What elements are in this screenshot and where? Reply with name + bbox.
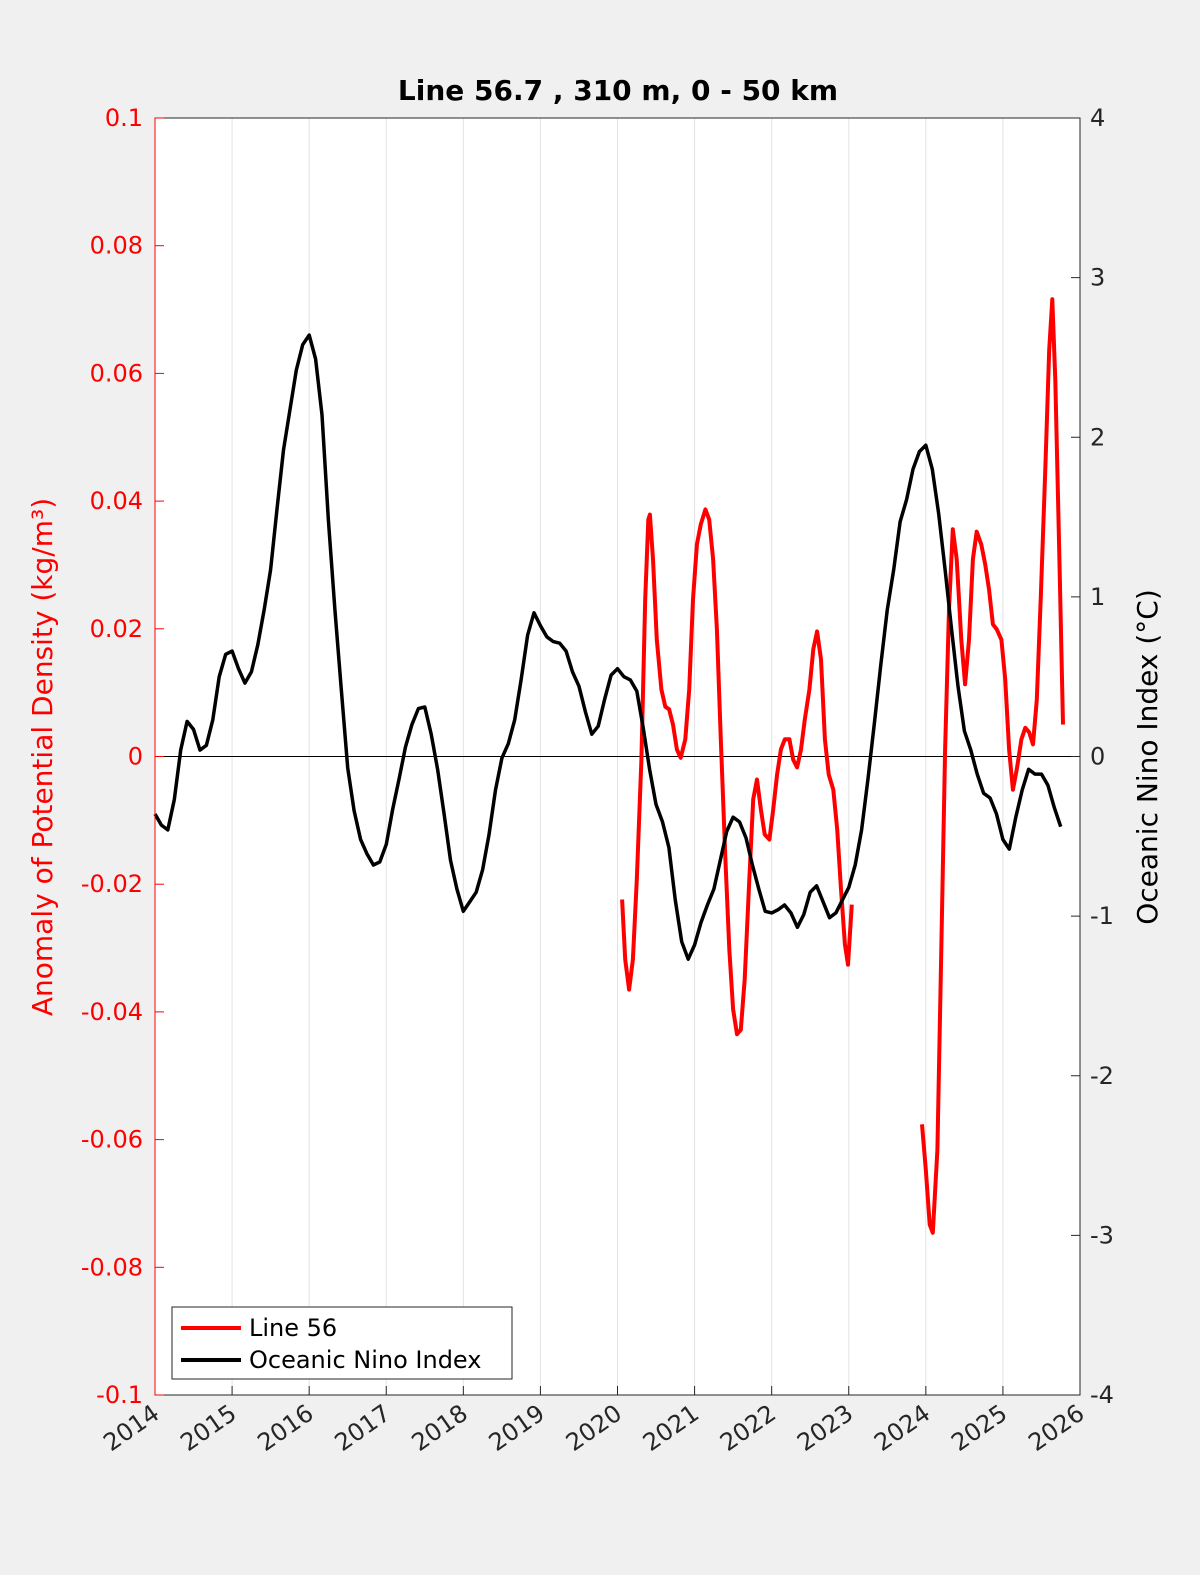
left-y-tick-label: -0.04 (81, 998, 143, 1026)
left-y-tick-label: 0.08 (90, 232, 143, 260)
left-y-tick-label: 0.1 (105, 104, 143, 132)
left-y-tick-label: 0 (128, 743, 143, 771)
right-y-tick-label: -2 (1090, 1062, 1114, 1090)
series-lines (153, 297, 1065, 1235)
left-y-tick-label: 0.06 (90, 359, 143, 387)
oni-series-line (153, 333, 1063, 961)
right-axis-label: Oceanic Nino Index (°C) (1131, 589, 1164, 925)
left-y-tick-label: -0.06 (81, 1126, 143, 1154)
line56-series-line (920, 297, 1065, 1235)
right-y-tick-label: 2 (1090, 423, 1105, 451)
legend-label-line56: Line 56 (249, 1314, 337, 1342)
left-y-tick-label: -0.08 (81, 1253, 143, 1281)
right-y-tick-label: 3 (1090, 264, 1105, 292)
right-y-tick-label: -1 (1090, 902, 1114, 930)
left-y-tick-label: -0.02 (81, 870, 143, 898)
legend-box (171, 1306, 513, 1380)
left-axis-label: Anomaly of Potential Density (kg/m³) (26, 498, 59, 1016)
left-y-tick-label: 0.02 (90, 615, 143, 643)
legend: Line 56 Oceanic Nino Index (171, 1306, 513, 1380)
legend-label-oni: Oceanic Nino Index (249, 1346, 481, 1374)
line56-series-line (620, 507, 854, 1037)
left-y-tick-label: 0.04 (90, 487, 143, 515)
right-y-tick-label: -4 (1090, 1381, 1114, 1409)
chart-title: Line 56.7 , 310 m, 0 - 50 km (398, 74, 838, 107)
right-y-tick-label: 4 (1090, 104, 1105, 132)
right-y-tick-label: 1 (1090, 583, 1105, 611)
right-y-tick-label: -3 (1090, 1221, 1114, 1249)
right-y-tick-label: 0 (1090, 743, 1105, 771)
left-y-tick-label: -0.1 (96, 1381, 143, 1409)
